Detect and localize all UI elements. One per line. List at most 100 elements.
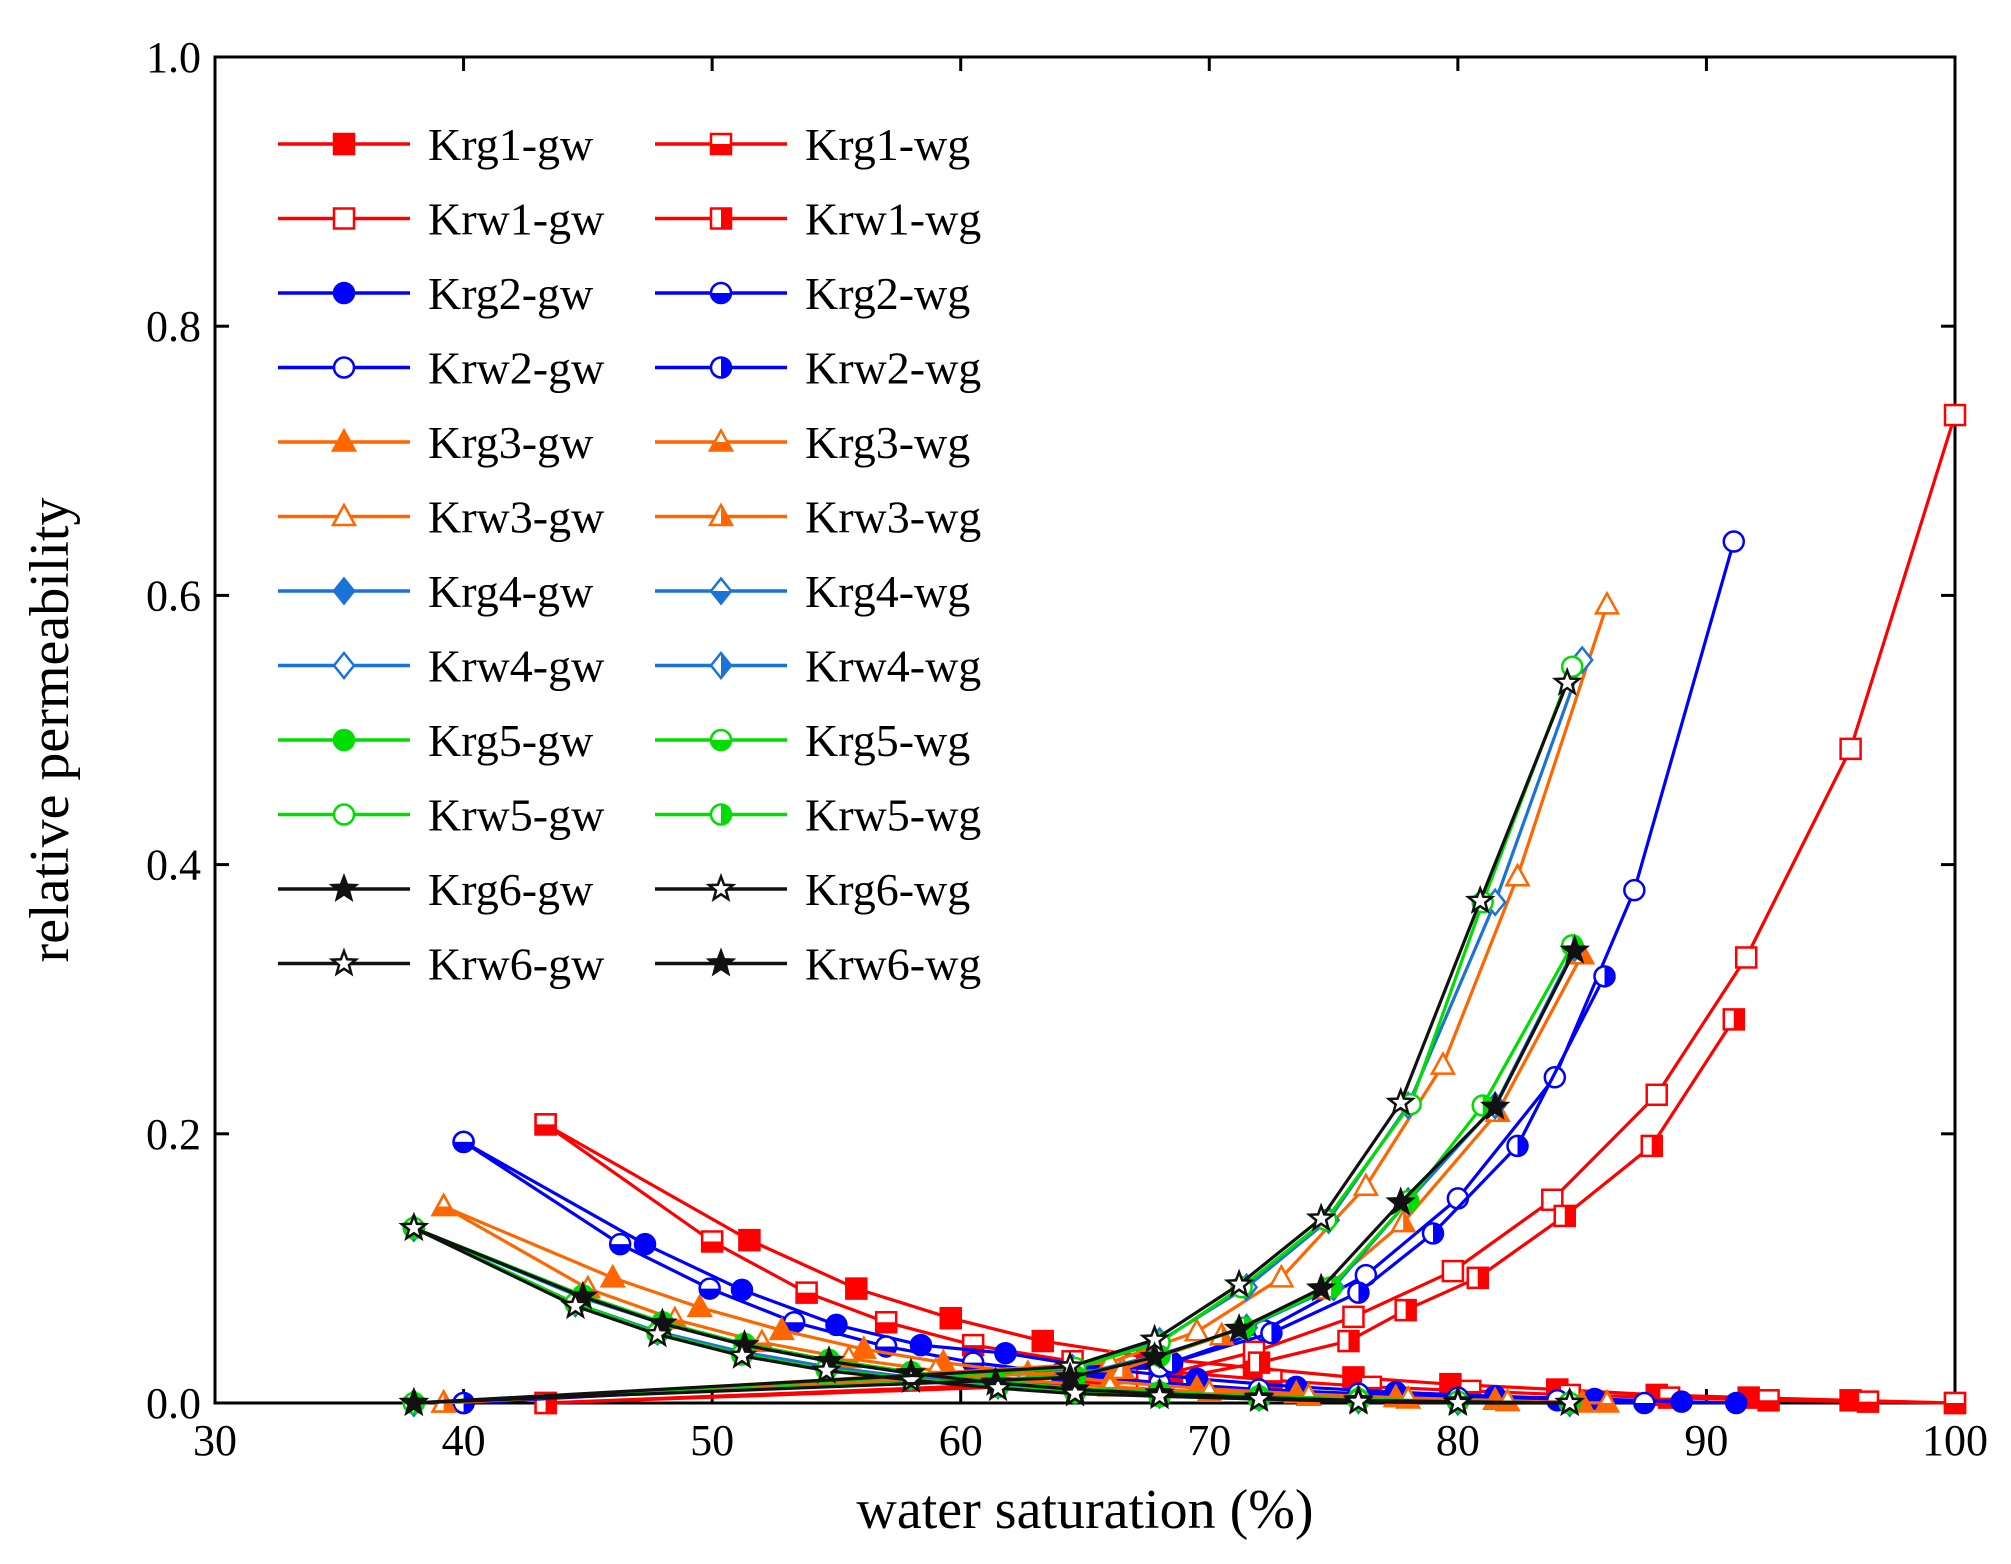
legend-label: Krg3-wg: [805, 417, 970, 468]
legend-item-krg1-wg: Krg1-wg: [655, 119, 970, 170]
data-point: [1385, 1086, 1416, 1116]
series-line: [413, 947, 1577, 1405]
legend-item-krg4-gw: Krg4-gw: [278, 566, 594, 617]
legend-label: Krw2-gw: [428, 343, 605, 394]
legend-item-krg5-gw: Krg5-gw: [278, 715, 594, 766]
legend-item-krg3-gw: Krg3-gw: [278, 417, 594, 468]
legend-label: Krg1-gw: [428, 119, 594, 170]
series-line: [443, 604, 1609, 1405]
data-point: [1394, 1298, 1417, 1322]
legend-label: Krg2-gw: [428, 268, 594, 319]
y-tick-label: 1.0: [146, 33, 201, 82]
data-point: [1559, 934, 1590, 964]
data-point: [452, 1130, 475, 1154]
series-krw4-wg: [402, 933, 1587, 1418]
data-point: [738, 1228, 761, 1252]
data-point: [939, 1306, 963, 1330]
data-point: [1139, 1341, 1170, 1371]
data-point: [647, 1307, 678, 1337]
plot-series: [398, 403, 1967, 1418]
legend-item-krw4-wg: Krw4-wg: [655, 641, 981, 692]
data-point: [726, 1339, 758, 1369]
legend-marker: [330, 427, 358, 452]
y-tick-label: 0.2: [146, 1110, 201, 1159]
data-point: [1722, 530, 1746, 553]
legend-marker: [707, 427, 735, 452]
series-krw2-gw: [452, 530, 1746, 1415]
data-point: [1551, 666, 1583, 696]
legend-marker: [709, 576, 733, 606]
legend-label: Krw6-wg: [805, 939, 981, 990]
data-point: [982, 1372, 1014, 1402]
data-point: [1734, 946, 1758, 969]
data-point: [1243, 1382, 1275, 1413]
y-tick-label: 0.4: [146, 841, 201, 890]
data-point: [1554, 1386, 1586, 1416]
data-point: [1441, 1259, 1465, 1283]
legend-label: Krw3-wg: [805, 492, 981, 543]
data-point: [1670, 1390, 1693, 1413]
legend-item-krg2-wg: Krg2-wg: [655, 268, 970, 319]
series-line: [413, 949, 1577, 1405]
legend-marker: [705, 947, 737, 977]
legend-label: Krw5-gw: [428, 790, 605, 841]
legend-item-krw6-wg: Krw6-wg: [655, 939, 981, 990]
data-point: [1725, 1391, 1748, 1415]
data-point: [1504, 862, 1531, 887]
data-point: [1943, 1391, 1967, 1415]
data-point: [686, 1293, 713, 1318]
data-point: [1054, 1361, 1086, 1391]
legend-marker: [709, 356, 733, 379]
data-point: [1506, 1134, 1529, 1158]
legend-label: Krg5-gw: [428, 715, 594, 766]
legend-item-krw2-wg: Krw2-wg: [655, 343, 981, 394]
legend-marker: [709, 132, 733, 156]
legend-marker: [709, 650, 733, 681]
series-krw5-wg: [402, 934, 1584, 1415]
series-line: [545, 414, 1957, 1405]
data-point: [1553, 1204, 1576, 1228]
legend-item-krg2-gw: Krg2-gw: [278, 268, 594, 319]
x-tick-label: 100: [1922, 1416, 1988, 1465]
data-point: [845, 1277, 868, 1300]
data-point: [1722, 1008, 1746, 1031]
data-point: [1144, 1380, 1175, 1410]
legend-item-krg3-wg: Krg3-wg: [655, 417, 970, 468]
data-point: [1839, 737, 1862, 761]
legend-marker: [709, 207, 733, 230]
legend-marker: [332, 281, 356, 305]
data-point: [1183, 1317, 1210, 1342]
data-point: [768, 1316, 795, 1341]
series-krw3-wg: [430, 940, 1596, 1413]
series-line: [413, 666, 1574, 1405]
legend-marker: [332, 803, 356, 826]
data-point: [1305, 1202, 1337, 1232]
legend-label: Krg4-wg: [805, 566, 970, 617]
data-point: [1479, 1090, 1511, 1120]
data-point: [1593, 1388, 1621, 1413]
legend-label: Krg5-wg: [805, 715, 970, 766]
y-axis-title: relative permeability: [19, 498, 81, 963]
data-point: [1390, 1208, 1417, 1233]
data-point: [1223, 1268, 1255, 1298]
data-point: [1343, 1385, 1374, 1415]
data-point: [1031, 1329, 1054, 1353]
legend-label: Krw5-wg: [805, 790, 981, 841]
legend-marker: [707, 502, 735, 527]
data-point: [1640, 1134, 1663, 1158]
legend-marker: [328, 947, 360, 977]
data-point: [1757, 1389, 1780, 1412]
data-point: [1268, 1263, 1295, 1288]
legend-item-krw4-gw: Krw4-gw: [278, 641, 605, 692]
y-tick-label: 0.0: [146, 1379, 201, 1428]
legend-marker: [328, 872, 360, 902]
legend-label: Krw2-wg: [805, 343, 981, 394]
data-point: [534, 1113, 557, 1136]
legend-item-krw1-gw: Krw1-gw: [278, 194, 605, 245]
series-krg6-wg: [398, 1211, 1586, 1416]
legend-label: Krw1-wg: [805, 194, 981, 245]
data-point: [698, 1277, 721, 1300]
data-point: [1352, 1172, 1379, 1197]
data-point: [1059, 1377, 1091, 1407]
